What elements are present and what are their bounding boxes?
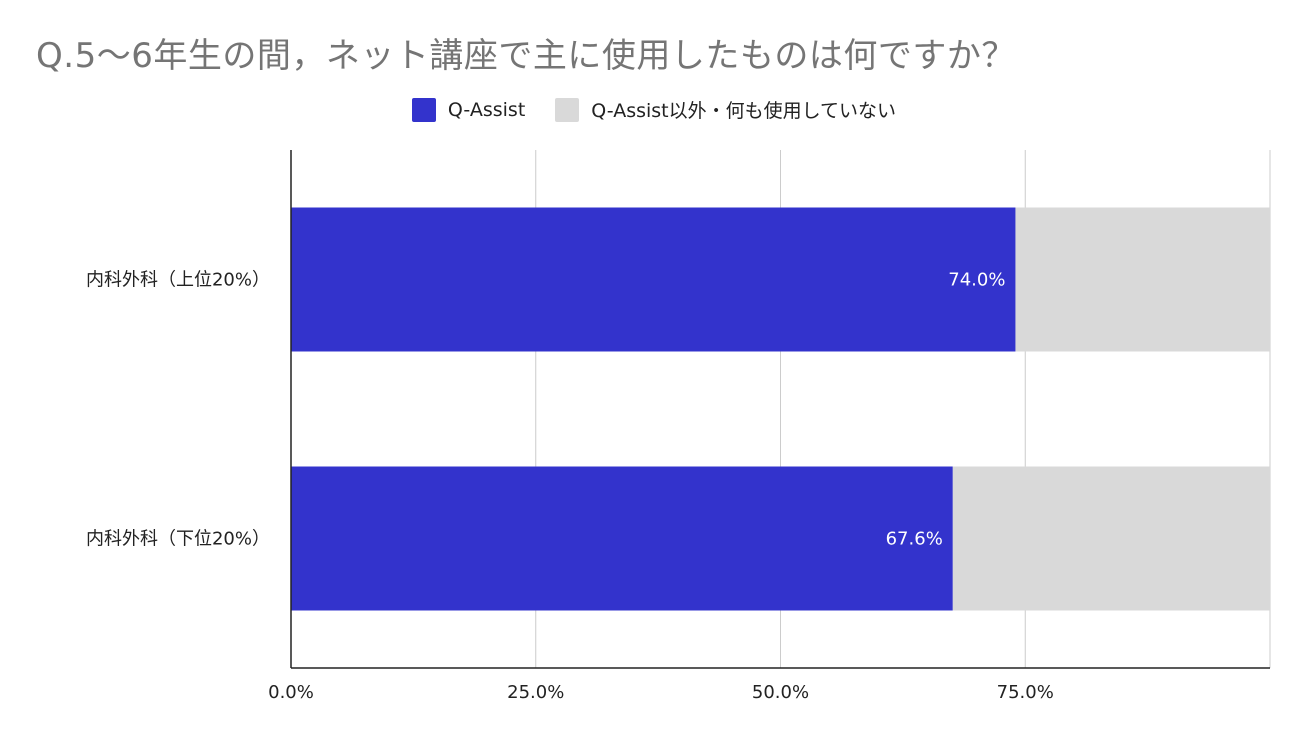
bar-other (1015, 207, 1270, 352)
x-tick-label: 25.0% (507, 682, 564, 703)
legend-label-q-assist: Q-Assist (447, 98, 526, 121)
chart-title: Q.5〜6年生の間，ネット講座で主に使用したものは何ですか？ (36, 36, 1016, 76)
legend: Q-Assist Q-Assist以外・何も使用していない (0, 96, 1308, 123)
bar-other (952, 466, 1270, 611)
data-label: 74.0% (948, 270, 1005, 291)
x-tick-label: 0.0% (268, 682, 314, 703)
data-label: 67.6% (886, 529, 943, 550)
legend-label-other: Q-Assist以外・何も使用していない (591, 100, 897, 122)
legend-swatch-q-assist (411, 97, 436, 122)
bar-q-assist (291, 207, 1016, 352)
legend-swatch-other (555, 97, 580, 122)
category-label: 内科外科（下位20%） (86, 529, 270, 550)
x-tick-label: 50.0% (752, 682, 809, 703)
category-label: 内科外科（上位20%） (86, 270, 270, 291)
x-tick-label: 75.0% (997, 682, 1054, 703)
bar-q-assist (291, 466, 953, 611)
legend-item-other: Q-Assist以外・何も使用していない (555, 96, 896, 123)
legend-item-q-assist: Q-Assist (411, 96, 526, 123)
